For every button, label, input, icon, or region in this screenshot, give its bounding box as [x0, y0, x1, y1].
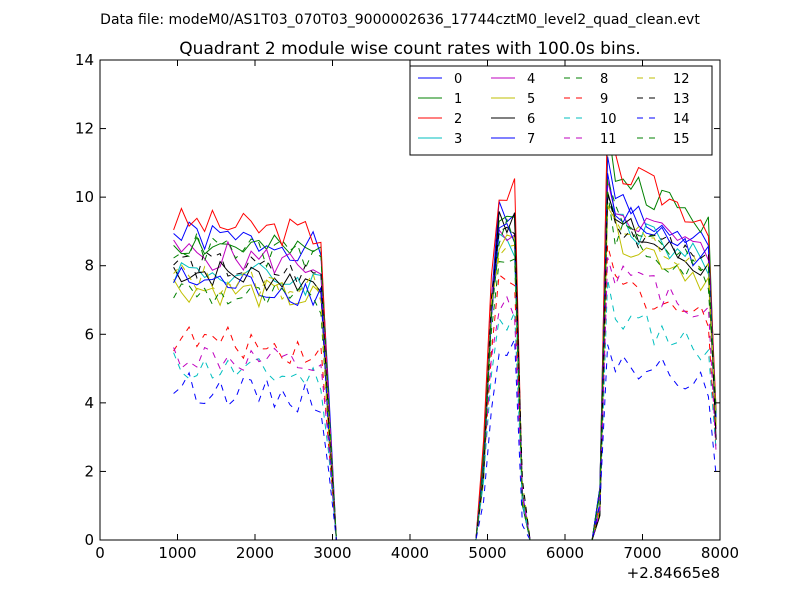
legend-label-2: 2	[454, 112, 462, 127]
series-line-5	[173, 205, 717, 541]
series-line-14	[173, 339, 717, 541]
legend-label-0: 0	[454, 72, 462, 87]
legend-label-3: 3	[454, 132, 462, 147]
legend-label-14: 14	[673, 112, 690, 127]
x-tick-label: 0	[95, 544, 105, 562]
x-tick-label: 8000	[701, 544, 739, 562]
series-line-9	[173, 245, 717, 541]
x-tick-label: 6000	[546, 544, 584, 562]
series-line-3	[173, 195, 717, 541]
chart-title: Quadrant 2 module wise count rates with …	[179, 39, 640, 59]
series-line-10	[173, 279, 717, 541]
legend-label-15: 15	[673, 132, 690, 147]
series-line-0	[173, 156, 717, 541]
series-line-13	[173, 193, 717, 541]
series-line-1	[173, 122, 717, 541]
y-tick-label: 2	[84, 462, 94, 480]
legend-label-10: 10	[600, 112, 617, 127]
x-tick-label: 1000	[158, 544, 196, 562]
legend-label-4: 4	[527, 72, 535, 87]
series-layer	[173, 111, 717, 541]
series-line-11	[173, 257, 717, 541]
series-line-4	[173, 180, 717, 541]
series-line-15	[173, 178, 717, 541]
legend-label-6: 6	[527, 112, 535, 127]
legend-label-11: 11	[600, 132, 617, 147]
x-offset-label: +2.84665e8	[627, 564, 720, 582]
y-tick-label: 8	[84, 257, 94, 275]
y-tick-label: 10	[75, 188, 94, 206]
legend-label-9: 9	[600, 92, 608, 107]
legend-label-8: 8	[600, 72, 608, 87]
legend-label-13: 13	[673, 92, 690, 107]
y-tick-label: 14	[75, 51, 94, 69]
series-line-2	[173, 111, 717, 541]
y-tick-label: 6	[84, 325, 94, 343]
x-tick-label: 5000	[468, 544, 506, 562]
legend-box	[409, 65, 713, 156]
x-tick-label: 4000	[391, 544, 429, 562]
legend-label-7: 7	[527, 132, 535, 147]
series-line-7	[173, 173, 717, 541]
legend-label-5: 5	[527, 92, 535, 107]
data-file-caption: Data file: modeM0/AS1T03_070T03_90000026…	[100, 12, 700, 28]
y-tick-label: 12	[75, 120, 94, 138]
x-tick-label: 2000	[236, 544, 274, 562]
x-tick-label: 3000	[313, 544, 351, 562]
axis-ticks: 0 1000 2000 3000 4000 5000 6000 7000 80000246810…	[75, 51, 739, 562]
legend-label-12: 12	[673, 72, 690, 87]
y-tick-label: 4	[84, 394, 94, 412]
y-tick-label: 0	[84, 531, 94, 549]
legend-label-1: 1	[454, 92, 462, 107]
x-tick-label: 7000	[623, 544, 661, 562]
